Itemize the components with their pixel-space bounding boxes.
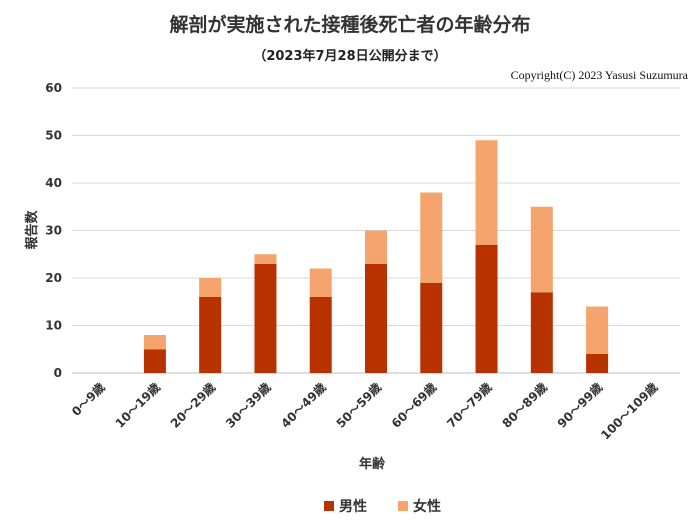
x-tick-label: 20～29歳	[167, 380, 218, 431]
x-tick-label: 50～59歳	[333, 380, 384, 431]
chart-title: 解剖が実施された接種後死亡者の年齢分布	[169, 14, 531, 36]
y-axis-label: 報告数	[24, 210, 40, 250]
bar-segment-female	[420, 192, 443, 283]
bar-segment-female	[143, 335, 166, 350]
x-tick-label: 0～9歳	[68, 380, 107, 419]
y-tick-label: 0	[54, 366, 62, 380]
x-tick-label: 40～49歳	[278, 380, 329, 431]
bar-segment-male	[530, 292, 553, 373]
y-tick-label: 40	[45, 176, 62, 190]
legend: 男性 女性	[324, 498, 441, 515]
x-axis-label: 年齢	[359, 456, 386, 472]
y-tick-label: 50	[45, 129, 62, 143]
x-tick-label: 60～69歳	[388, 380, 439, 431]
bar-segment-male	[309, 297, 332, 373]
legend-swatch-male	[324, 501, 334, 511]
x-tick-label: 100～109歳	[597, 380, 660, 443]
bar-segment-female	[530, 206, 553, 293]
bar-segment-male	[586, 354, 609, 373]
bar-segment-male	[420, 282, 443, 373]
y-tick-label: 20	[45, 271, 62, 285]
legend-swatch-female	[398, 501, 408, 511]
x-tick-label: 30～39歳	[222, 380, 273, 431]
y-tick-label: 10	[45, 319, 62, 333]
bars	[143, 140, 609, 373]
bar-segment-male	[365, 263, 387, 373]
x-tick-label: 90～99歳	[554, 380, 605, 431]
bar-segment-male	[199, 297, 222, 373]
y-tick-label: 60	[45, 81, 62, 95]
chart-subtitle: （2023年7月28日公開分まで）	[253, 49, 447, 64]
legend-label-female: 女性	[413, 498, 441, 515]
bar-segment-female	[309, 268, 332, 297]
x-tick-label: 10～19歳	[112, 380, 163, 431]
bar-segment-female	[586, 306, 609, 354]
copyright-note: Copyright(C) 2023 Yasusi Suzumura	[510, 68, 688, 82]
bar-segment-female	[475, 140, 498, 245]
bar-segment-male	[143, 349, 166, 373]
bar-segment-female	[365, 230, 387, 264]
x-tick-label: 70～79歳	[443, 380, 494, 431]
y-tick-labels: 0 10 20 30 40 50 60	[45, 81, 62, 380]
bar-segment-male	[254, 263, 277, 373]
x-tick-labels: 0～9歳 10～19歳 20～29歳 30～39歳 40～49歳 50～59歳 60～69歳…	[68, 380, 660, 443]
bar-segment-female	[199, 278, 222, 297]
x-tick-label: 80～89歳	[499, 380, 550, 431]
bar-segment-male	[475, 244, 498, 373]
legend-label-male: 男性	[339, 498, 367, 515]
bar-segment-female	[254, 254, 277, 264]
y-tick-label: 30	[45, 224, 62, 238]
